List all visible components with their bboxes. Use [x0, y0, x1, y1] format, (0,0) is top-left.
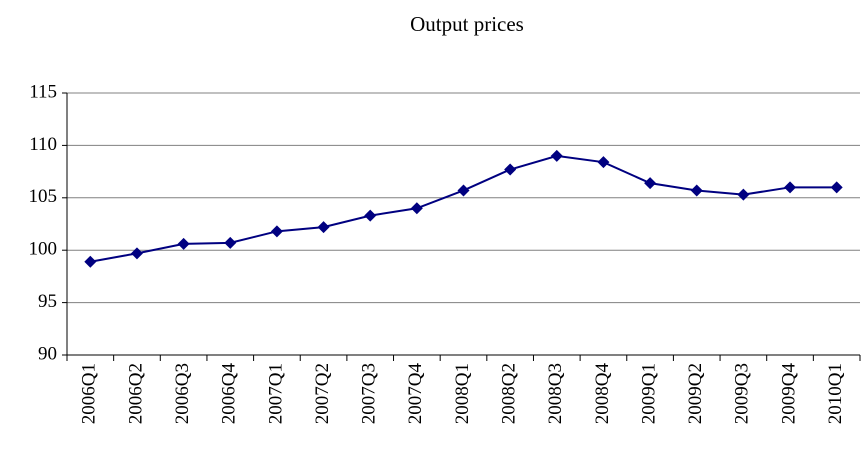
marker [364, 209, 377, 222]
marker [737, 188, 750, 201]
marker [130, 247, 143, 260]
x-tick-label: 2006Q4 [219, 363, 240, 425]
x-tick-label: 2007Q4 [405, 363, 426, 425]
y-tick-label: 90 [38, 343, 57, 364]
marker [550, 149, 563, 162]
x-tick-label: 2009Q2 [685, 363, 706, 424]
x-tick-label: 2009Q3 [732, 363, 753, 424]
x-tick-label: 2008Q1 [452, 363, 473, 424]
x-tick-label: 2008Q2 [499, 363, 520, 424]
marker [317, 221, 330, 234]
line [90, 154, 837, 263]
marker [410, 202, 423, 215]
x-tick-label: 2009Q1 [638, 363, 659, 424]
marker [644, 177, 657, 190]
y-tick-label: 100 [29, 239, 58, 260]
x-tick-label: 2010Q1 [825, 363, 846, 424]
marker [784, 181, 797, 194]
marker [270, 225, 283, 238]
x-tick-label: 2008Q4 [592, 363, 613, 425]
chart-title: Output prices [410, 12, 524, 36]
x-tick-label: 2008Q3 [545, 363, 566, 424]
marker [177, 237, 190, 250]
x-tick-label: 2007Q2 [312, 363, 333, 424]
marker [830, 181, 843, 194]
y-tick-label: 105 [29, 186, 58, 207]
x-tick-label: 2007Q1 [265, 363, 286, 424]
y-tick-label: 115 [29, 81, 57, 102]
x-tick-label: 2006Q3 [172, 363, 193, 424]
x-tick-label: 2009Q4 [778, 363, 799, 425]
marker [690, 184, 703, 197]
marker [597, 156, 610, 169]
y-tick-label: 110 [29, 134, 57, 155]
marker [457, 184, 470, 197]
marker [224, 236, 237, 249]
x-tick-label: 2007Q3 [359, 363, 380, 424]
x-tick-label: 2006Q2 [125, 363, 146, 424]
marker [504, 163, 517, 176]
y-tick-label: 95 [38, 291, 57, 312]
x-tick-label: 2006Q1 [79, 363, 100, 424]
marker [84, 255, 97, 268]
